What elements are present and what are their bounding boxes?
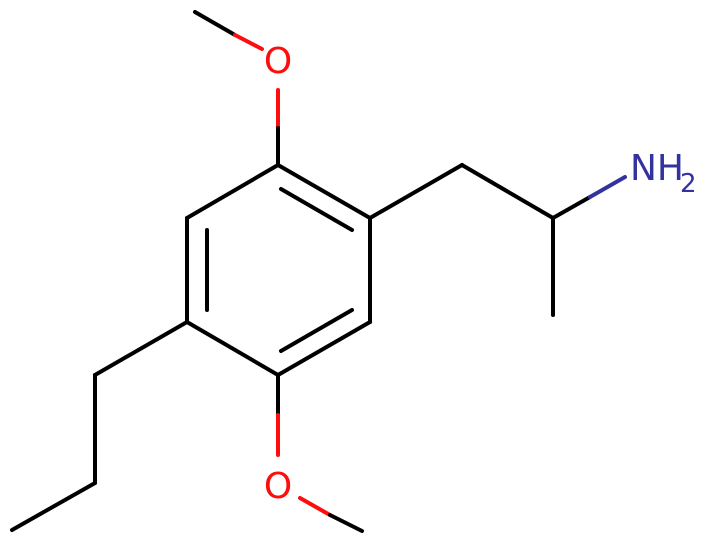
oxygen-top-label: O [264,41,292,82]
double-bond-inner [279,308,354,353]
ring-bond [185,163,280,220]
methyl-bond [193,10,237,37]
propyl-bond [93,320,189,377]
amine-label: NH [630,148,684,189]
methoxy-o-bond [298,496,332,517]
propyl-bond [10,481,97,532]
double-bond-inner [279,187,354,232]
methyl-bond [328,513,364,533]
amine-subscript: 2 [680,169,697,199]
c-n-bond [551,195,592,220]
oxygen-bottom-label: O [264,466,292,507]
ring-bond [276,163,372,220]
ring-bond [185,320,280,377]
chain-bond [368,163,464,220]
ring-bond [276,320,372,377]
c-n-bond [588,175,627,199]
methoxy-o-bond [233,33,264,51]
chain-bond [460,163,555,220]
